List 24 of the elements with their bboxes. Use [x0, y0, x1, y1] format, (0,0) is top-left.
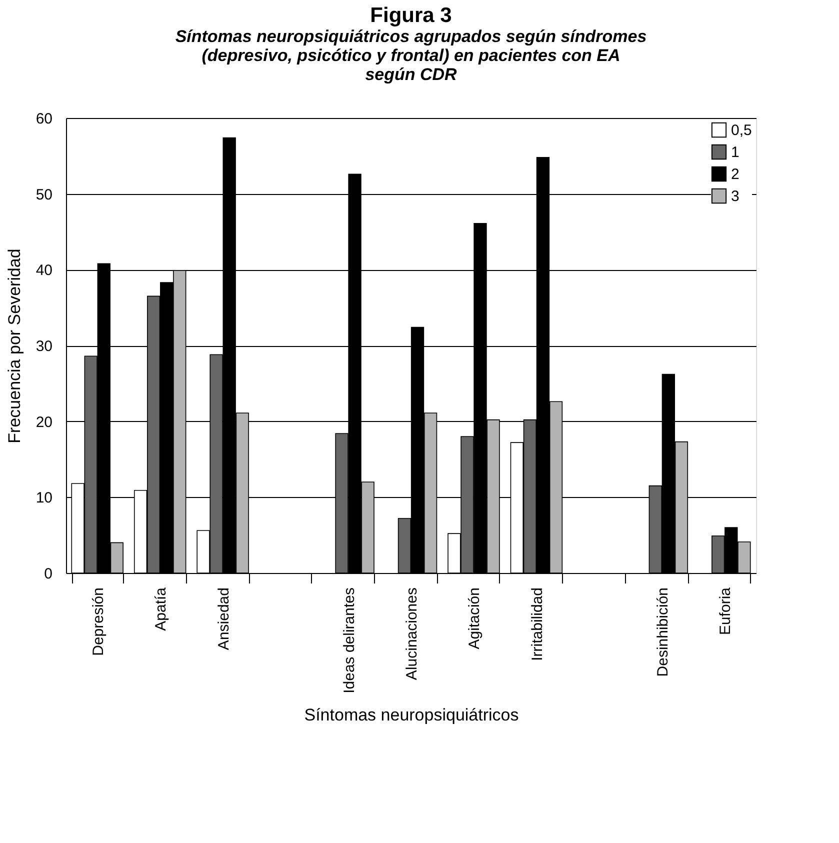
x-tick-label: Irritabilidad	[528, 588, 546, 661]
x-tick-label: Ansiedad	[215, 588, 232, 650]
y-tick-label: 20	[36, 414, 52, 431]
y-tick-label: 10	[36, 490, 52, 507]
x-axis-title: Síntomas neuropsiquiátricos	[304, 705, 519, 724]
legend-label: 3	[731, 188, 740, 205]
y-axis-title: Frecuencia por Severidad	[4, 248, 24, 444]
x-tick-label: Alucinaciones	[404, 588, 420, 680]
legend-label: 2	[731, 166, 740, 183]
y-tick-label: 60	[36, 110, 52, 128]
x-tick-label: Desinhibición	[654, 588, 672, 677]
x-tick-label: Euforia	[717, 586, 734, 636]
x-tick-label: Apatía	[152, 586, 170, 631]
y-tick-label: 40	[36, 262, 52, 280]
y-tick-label: 50	[36, 186, 52, 204]
legend-label: 0,5	[731, 122, 752, 139]
legend-label: 1	[731, 144, 740, 161]
y-tick-label: 0	[44, 566, 52, 582]
x-tick-label: Depresión	[90, 588, 107, 656]
chart-subtitle: Síntomas neuropsiquiátricos agrupados según síndromes (depresivo, psicótico y frontal) en pacientes con EA según CDR	[175, 27, 647, 84]
x-tick-label: Ideas delirantes	[340, 588, 358, 694]
x-tick-label: Agitación	[466, 588, 484, 650]
y-tick-label: 30	[36, 338, 52, 355]
chart-title: Figura 3	[370, 4, 452, 27]
